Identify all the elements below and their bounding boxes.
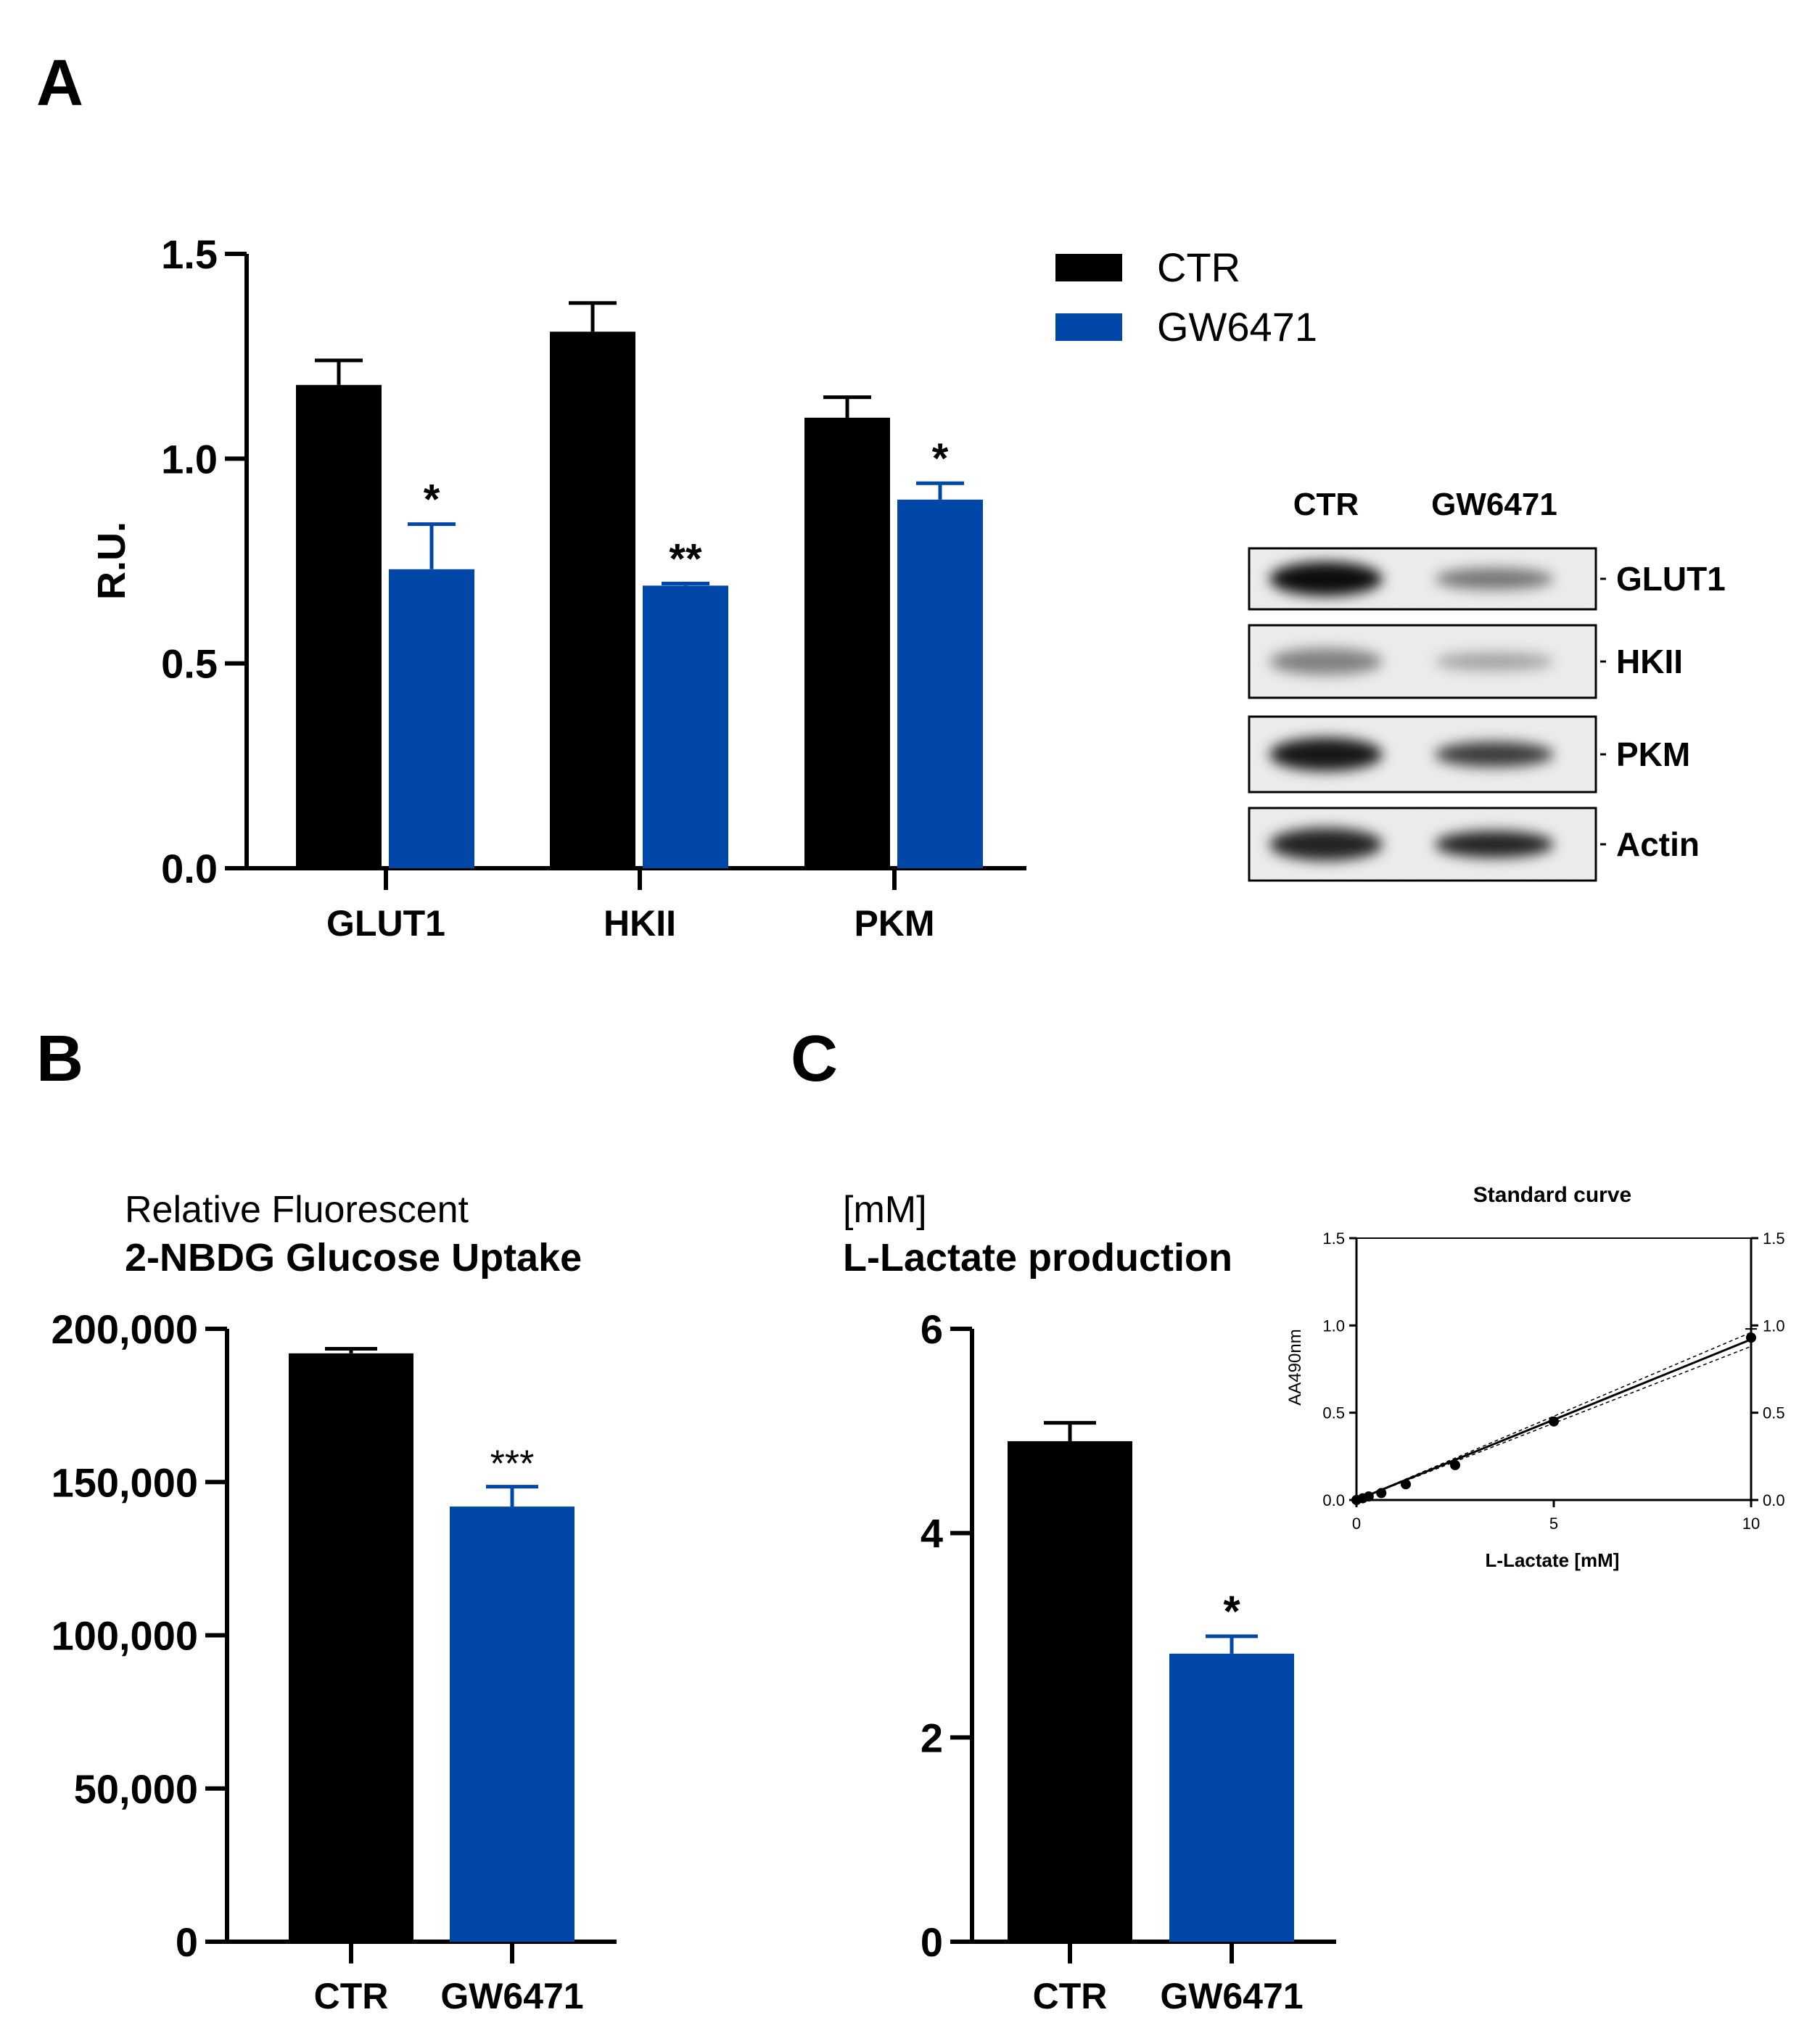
- y-tick-label: 200,000: [52, 1306, 198, 1352]
- significance-label: ***: [490, 1443, 535, 1485]
- band-gw6471: [1435, 568, 1554, 590]
- bar-ctr-glut1: [296, 384, 382, 868]
- legend-label-ctr: CTR: [1157, 244, 1240, 290]
- significance-label: **: [669, 536, 702, 583]
- inset-y-tick-label-right: 1.0: [1763, 1316, 1785, 1335]
- y-tick-label: 0.0: [161, 846, 218, 891]
- y-axis-label: R.U.: [90, 522, 133, 600]
- significance-label: *: [1223, 1587, 1240, 1636]
- y-tick-label: 1.5: [161, 231, 218, 277]
- blot-header-gw6471: GW6471: [1431, 487, 1557, 522]
- inset-y-tick-label: 0.5: [1322, 1404, 1345, 1422]
- bar-ctr: [1008, 1441, 1132, 1942]
- significance-label: *: [424, 477, 440, 524]
- legend-swatch-ctr: [1055, 254, 1122, 281]
- inset-y-tick-label-right: 0.0: [1763, 1491, 1785, 1509]
- inset-x-tick-label: 10: [1742, 1515, 1760, 1533]
- x-tick-label: HKII: [604, 903, 676, 944]
- inset-point: [1363, 1491, 1374, 1502]
- inset-x-tick-label: 0: [1352, 1515, 1361, 1533]
- inset-y-tick-label: 0.0: [1322, 1491, 1345, 1509]
- band-gw6471: [1435, 831, 1554, 858]
- chart-c: [mM] L-Lactate production 0 2 4 6 CTR * GW6471: [843, 1189, 1336, 2016]
- panel-label-b: B: [36, 1023, 83, 1095]
- inset-x-tick-label: 5: [1549, 1515, 1558, 1533]
- bar-gw6471-glut1: [389, 569, 474, 868]
- chart-b-title: 2-NBDG Glucose Uptake: [125, 1236, 582, 1279]
- significance-label: *: [932, 435, 949, 482]
- chart-a: 0.0 0.5 1.0 1.5 R.U. * GLUT1 ** HKII * PKM: [90, 231, 1026, 944]
- blot-label-hkii: HKII: [1616, 643, 1683, 680]
- y-tick-label: 4: [921, 1511, 943, 1557]
- band-ctr: [1269, 828, 1383, 861]
- x-tick-label: GW6471: [440, 1976, 583, 2016]
- bar-ctr: [289, 1353, 413, 1942]
- band-ctr: [1269, 561, 1383, 596]
- bar-gw6471: [1169, 1653, 1294, 1942]
- y-tick-label: 6: [921, 1306, 943, 1352]
- y-tick-label: 2: [921, 1715, 943, 1760]
- y-tick-label: 0: [176, 1919, 198, 1965]
- inset-title: Standard curve: [1473, 1183, 1631, 1207]
- inset-point: [1401, 1479, 1411, 1490]
- panel-label-a: A: [36, 47, 83, 120]
- bar-ctr-pkm: [804, 417, 890, 868]
- x-tick-label: GLUT1: [326, 903, 445, 944]
- band-ctr: [1269, 738, 1383, 771]
- legend-label-gw6471: GW6471: [1157, 304, 1317, 350]
- inset-point: [1549, 1416, 1559, 1427]
- x-tick-label: CTR: [1033, 1976, 1108, 2016]
- panel-label-c: C: [791, 1023, 838, 1095]
- inset-ylabel: AA490nm: [1285, 1329, 1305, 1405]
- blot-label-glut1: GLUT1: [1616, 560, 1726, 598]
- blot-label-pkm: PKM: [1616, 735, 1690, 773]
- legend-swatch-gw6471: [1055, 313, 1122, 341]
- band-gw6471: [1435, 741, 1554, 767]
- x-tick-label: GW6471: [1160, 1976, 1303, 2016]
- standard-curve-inset: Standard curve L-Lactate [mM] AA490nm 0.…: [1285, 1183, 1785, 1571]
- band-gw6471: [1435, 652, 1554, 671]
- chart-b-subtitle: Relative Fluorescent: [125, 1189, 469, 1231]
- blot-label-actin: Actin: [1616, 825, 1700, 863]
- y-tick-label: 0: [921, 1919, 943, 1965]
- y-tick-label: 150,000: [52, 1459, 198, 1505]
- chart-c-subtitle: [mM]: [843, 1189, 927, 1231]
- band-ctr: [1269, 648, 1383, 675]
- chart-c-title: L-Lactate production: [843, 1236, 1232, 1279]
- chart-b: Relative Fluorescent 2-NBDG Glucose Upta…: [52, 1189, 617, 2016]
- inset-xlabel: L-Lactate [mM]: [1486, 1549, 1620, 1571]
- y-tick-label: 1.0: [161, 436, 218, 482]
- y-tick-label: 50,000: [74, 1766, 198, 1812]
- inset-point: [1376, 1488, 1387, 1499]
- legend: CTR GW6471: [1055, 244, 1317, 350]
- x-tick-label: CTR: [314, 1976, 389, 2016]
- blot-header-ctr: CTR: [1293, 487, 1359, 522]
- inset-y-tick-label: 1.5: [1322, 1229, 1345, 1248]
- western-blot: CTR GW6471 GLUT1 HKII PKM Actin: [1248, 487, 1726, 882]
- y-tick-label: 0.5: [161, 641, 218, 687]
- x-tick-label: PKM: [854, 903, 934, 944]
- inset-point: [1450, 1459, 1460, 1470]
- bar-ctr-hkii: [550, 331, 635, 869]
- bar-gw6471-hkii: [643, 585, 728, 868]
- bar-gw6471-pkm: [897, 499, 983, 868]
- inset-y-tick-label-right: 0.5: [1763, 1404, 1785, 1422]
- inset-y-tick-label: 1.0: [1322, 1316, 1345, 1335]
- inset-y-tick-label-right: 1.5: [1763, 1229, 1785, 1248]
- bar-gw6471: [450, 1507, 575, 1942]
- y-tick-label: 100,000: [52, 1613, 198, 1659]
